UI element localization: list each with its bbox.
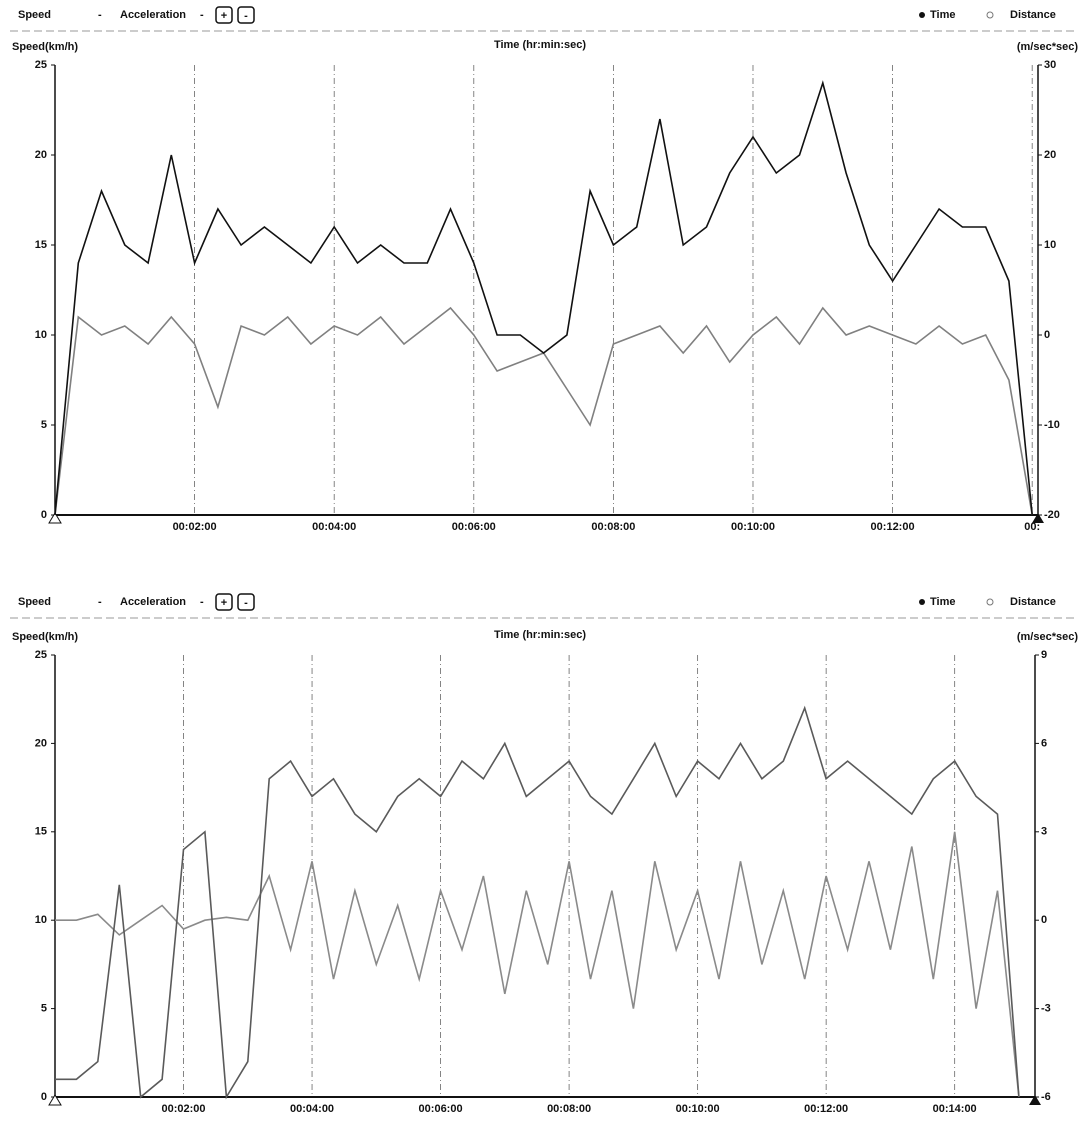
series-line: [54, 306, 1033, 516]
y-tick-label: 15: [35, 239, 47, 251]
series-line: [55, 705, 1020, 1100]
zoom-in-icon: +: [221, 10, 227, 22]
dropdown[interactable]: Acceleration: [120, 9, 186, 21]
x-tick-label: 00:08:00: [591, 521, 635, 533]
zoom-in-button[interactable]: [215, 593, 233, 611]
series-line: [54, 80, 1033, 516]
series-line: [55, 831, 1020, 1098]
dropdown-arrow: -: [98, 9, 102, 21]
x-tick-label: 00:02:00: [173, 521, 217, 533]
radio-label: Distance: [1010, 9, 1056, 21]
y-tick-label: 10: [35, 914, 47, 926]
range-handle[interactable]: [48, 1094, 62, 1106]
dropdown[interactable]: Speed: [18, 9, 51, 21]
y2-tick-label: -6: [1041, 1091, 1051, 1103]
radio-label: Distance: [1010, 596, 1056, 608]
x-tick-label: 00:14:00: [933, 1103, 977, 1115]
range-handle[interactable]: [1032, 513, 1044, 523]
zoom-out-icon: -: [244, 10, 248, 22]
zoom-out-button[interactable]: [237, 593, 255, 611]
x-tick-label: 00:04:00: [290, 1103, 334, 1115]
y-tick-label: 10: [35, 329, 47, 341]
y2-tick-label: 9: [1041, 649, 1047, 661]
zoom-out-button[interactable]: [237, 6, 255, 24]
x-tick-label: 00:10:00: [731, 521, 775, 533]
x-axis-label: Time (hr:min:sec): [494, 629, 586, 641]
y-tick-label: 20: [35, 737, 47, 749]
y-axis-label: Speed(km/h): [12, 631, 78, 643]
y2-tick-label: 0: [1044, 329, 1050, 341]
x-tick-label: 00:02:00: [162, 1103, 206, 1115]
x-axis-label: Time (hr:min:sec): [494, 39, 586, 51]
dropdown-arrow: -: [200, 596, 204, 608]
range-handle[interactable]: [48, 512, 62, 524]
y-tick-label: 5: [41, 419, 47, 431]
y2-tick-label: 20: [1044, 149, 1056, 161]
y-axis-label: Speed(km/h): [12, 41, 78, 53]
y2-tick-label: 30: [1044, 59, 1056, 71]
radio[interactable]: [986, 11, 994, 19]
dropdown-arrow: -: [200, 9, 204, 21]
radio-label: Time: [930, 596, 955, 608]
y-tick-label: 15: [35, 826, 47, 838]
y2-tick-label: 0: [1041, 914, 1047, 926]
dropdown[interactable]: Speed: [18, 596, 51, 608]
y-tick-label: 25: [35, 59, 47, 71]
y2-tick-label: 10: [1044, 239, 1056, 251]
x-tick-label: 00:10:00: [676, 1103, 720, 1115]
x-tick-label: 00:06:00: [452, 521, 496, 533]
y-tick-label: 20: [35, 149, 47, 161]
dropdown[interactable]: Acceleration: [120, 596, 186, 608]
y-tick-label: 0: [41, 1091, 47, 1103]
x-tick-label: 00:12:00: [804, 1103, 848, 1115]
y-tick-label: 5: [41, 1003, 47, 1015]
y-tick-label: 25: [35, 649, 47, 661]
dropdown-arrow: -: [98, 596, 102, 608]
y-tick-label: 0: [41, 509, 47, 521]
x-tick-label: 00:06:00: [419, 1103, 463, 1115]
x-tick-label: 00:12:00: [871, 521, 915, 533]
y2-tick-label: 3: [1041, 826, 1047, 838]
y2-tick-label: -20: [1044, 509, 1060, 521]
y2-tick-label: 6: [1041, 737, 1047, 749]
radio[interactable]: [986, 598, 994, 606]
radio-selected[interactable]: [919, 12, 925, 18]
x-tick-label: 00:: [1024, 521, 1040, 533]
radio-selected[interactable]: [919, 599, 925, 605]
zoom-in-icon: +: [221, 597, 227, 609]
range-handle[interactable]: [1029, 1095, 1041, 1105]
y2-axis-label: (m/sec*sec): [1017, 631, 1078, 643]
radio-label: Time: [930, 9, 955, 21]
zoom-out-icon: -: [244, 597, 248, 609]
zoom-in-button[interactable]: [215, 6, 233, 24]
y2-tick-label: -10: [1044, 419, 1060, 431]
x-tick-label: 00:04:00: [312, 521, 356, 533]
y2-axis-label: (m/sec*sec): [1017, 41, 1078, 53]
x-tick-label: 00:08:00: [547, 1103, 591, 1115]
y2-tick-label: -3: [1041, 1003, 1051, 1015]
